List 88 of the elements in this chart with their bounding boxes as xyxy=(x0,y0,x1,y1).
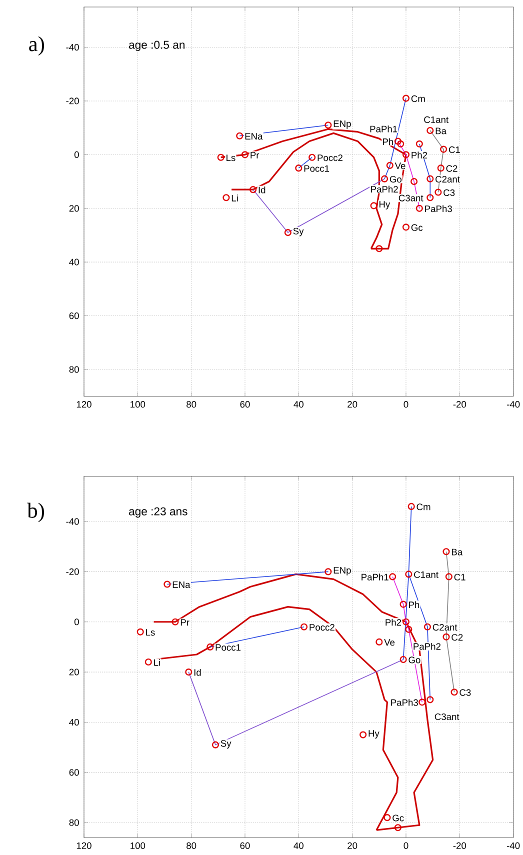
y-tick-label: -20 xyxy=(66,568,79,575)
annotation: Cm xyxy=(411,95,425,102)
annotation: PaPh3 xyxy=(391,699,418,706)
annotation: Pocc2 xyxy=(310,624,334,631)
annotation: Ph xyxy=(409,601,420,608)
annotation: C1ant xyxy=(414,571,438,578)
annotation: Pr xyxy=(180,619,190,626)
y-tick-label: 0 xyxy=(74,151,79,158)
annotation: C2ant xyxy=(432,624,458,631)
annotation: C3 xyxy=(460,689,471,696)
annotation: ENa xyxy=(172,581,190,588)
x-tick-label: 40 xyxy=(294,842,304,849)
x-tick-label: 80 xyxy=(186,401,196,408)
x-tick-label: 100 xyxy=(130,401,146,408)
x-tick-label: 20 xyxy=(348,842,358,849)
y-tick-label: 80 xyxy=(69,819,79,826)
y-tick-label: 60 xyxy=(69,769,79,776)
annotation: Ph2 xyxy=(386,618,402,626)
annotation: Pocc1 xyxy=(216,644,241,651)
annotation: C3 xyxy=(444,189,455,196)
annotation: PaPh1 xyxy=(362,574,388,580)
y-tick-label: 20 xyxy=(69,668,79,676)
annotation: Ls xyxy=(226,154,236,162)
annotation: Ls xyxy=(146,629,155,636)
x-tick-label: 80 xyxy=(186,842,196,849)
annotation: Ph xyxy=(382,138,394,145)
annotation: Cm xyxy=(416,504,430,510)
text: b) xyxy=(27,502,44,522)
annotation: C2 xyxy=(452,634,463,641)
annotation: PaPh2 xyxy=(414,642,440,650)
annotation: C1 xyxy=(454,574,466,580)
annotation: PaPh3 xyxy=(425,205,452,212)
annotation: Gc xyxy=(392,814,404,822)
annotation: Hy xyxy=(368,730,380,739)
annotation: Sy xyxy=(293,228,304,236)
x-tick-label: 0 xyxy=(404,842,408,849)
y-tick-label: 60 xyxy=(69,312,79,320)
annotation: PaPh1 xyxy=(370,125,398,132)
annotation: Go xyxy=(390,176,402,183)
annotation: Pocc1 xyxy=(304,165,330,172)
annotation: Ve xyxy=(394,162,406,170)
annotation: C3ant xyxy=(434,713,460,720)
annotation: C2ant xyxy=(436,176,460,183)
y-tick-label: 80 xyxy=(69,366,79,373)
y-tick-label: 40 xyxy=(69,258,79,266)
annotation: age :0.5 an xyxy=(129,40,184,52)
annotation: Ph2 xyxy=(412,152,428,158)
annotation: Li xyxy=(232,194,238,202)
annotation: Gc xyxy=(411,224,423,231)
x-tick-label: 100 xyxy=(130,842,146,849)
annotation: C1ant xyxy=(424,116,449,123)
annotation: C2 xyxy=(446,165,458,172)
annotation: Ve xyxy=(384,639,395,646)
annotation: Id xyxy=(258,186,266,194)
annotation: C1 xyxy=(448,146,460,154)
annotation: C3ant xyxy=(398,194,424,202)
x-tick-label: 60 xyxy=(240,401,250,408)
y-tick-label: 0 xyxy=(74,618,79,626)
x-tick-label: -20 xyxy=(453,401,466,408)
text: a) xyxy=(29,36,44,56)
x-tick-label: 20 xyxy=(348,401,358,408)
x-tick-label: 120 xyxy=(76,842,92,849)
annotation: Pr xyxy=(250,152,260,158)
annotation: Sy xyxy=(220,740,232,749)
annotation: PaPh2 xyxy=(371,186,398,193)
y-tick-label: 40 xyxy=(69,718,79,726)
annotation: Hy xyxy=(380,201,390,210)
x-tick-label: 120 xyxy=(76,401,92,408)
y-tick-label: -40 xyxy=(66,518,79,525)
x-tick-label: 0 xyxy=(404,401,408,408)
annotation: Li xyxy=(154,659,160,666)
annotation: Pocc2 xyxy=(318,154,342,162)
annotation: Go xyxy=(408,656,420,664)
annotation: age :23 ans xyxy=(129,507,188,518)
y-tick-label: 20 xyxy=(69,205,79,212)
x-tick-label: -40 xyxy=(506,842,520,849)
annotation: Ba xyxy=(436,128,446,134)
x-tick-label: 60 xyxy=(240,842,250,849)
y-tick-label: -40 xyxy=(66,44,79,51)
annotation: ENp xyxy=(334,567,351,576)
annotation: ENp xyxy=(334,120,351,129)
annotation: ENa xyxy=(245,133,263,140)
y-tick-label: -20 xyxy=(66,98,79,104)
annotation: Id xyxy=(194,668,201,676)
x-tick-label: -20 xyxy=(453,842,466,849)
annotation: Ba xyxy=(452,548,463,556)
x-tick-label: -40 xyxy=(506,401,520,408)
x-tick-label: 40 xyxy=(294,401,304,408)
